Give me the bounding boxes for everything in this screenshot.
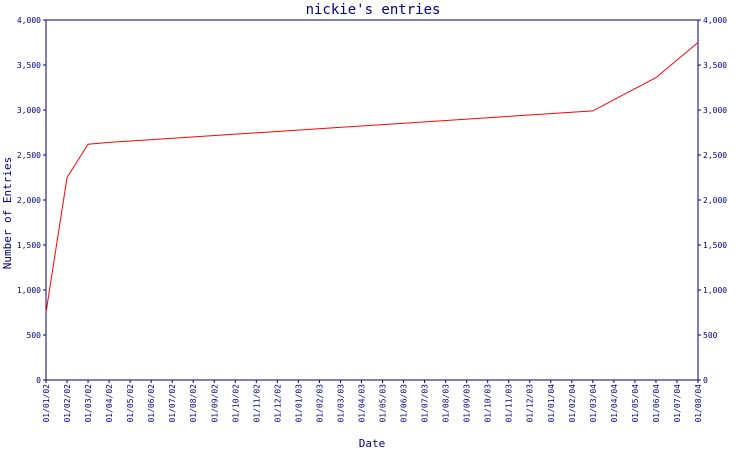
y-tick-label-right: 0	[703, 376, 708, 385]
y-tick-label-left: 3,500	[17, 61, 41, 70]
x-tick-label: 01/06/03	[400, 384, 409, 423]
y-axis-right: 0 500 1,000 1,500 2,000 2,500 3,000 3,500 4,000	[698, 16, 727, 385]
y-tick-label-left: 4,000	[17, 16, 41, 25]
x-tick-label: 01/08/02	[189, 384, 198, 423]
x-tick-label: 01/10/03	[484, 384, 493, 423]
y-tick-label-left: 0	[36, 376, 41, 385]
y-axis-left: 0 500 1,000 1,500 2,000 2,500 3,000 3,500 4,000	[17, 16, 46, 385]
x-tick-label: 01/07/04	[673, 384, 682, 423]
y-tick-label-left: 2,500	[17, 151, 41, 160]
x-tick-label: 01/03/04	[589, 384, 598, 423]
x-tick-label: 01/06/02	[147, 384, 156, 423]
x-tick-label: 01/11/02	[252, 384, 261, 423]
x-tick-label: 01/01/04	[547, 384, 556, 423]
chart-title: nickie's entries	[306, 2, 441, 18]
x-tick-label: 01/12/02	[273, 384, 282, 423]
y-tick-label-left: 2,000	[17, 196, 41, 205]
x-tick-label: 01/06/04	[652, 384, 661, 423]
y-tick-label-left: 1,000	[17, 286, 41, 295]
x-tick-label: 01/02/03	[315, 384, 324, 423]
x-tick-label: 01/08/03	[442, 384, 451, 423]
x-tick-label: 01/04/04	[610, 384, 619, 423]
y-tick-label-left: 500	[27, 331, 42, 340]
x-tick-label: 01/03/03	[336, 384, 345, 423]
x-axis: 01/01/02 01/02/02 01/03/02 01/04/02 01/05/02…	[42, 380, 703, 423]
x-tick-label: 01/01/02	[42, 384, 51, 423]
x-tick-label: 01/03/02	[84, 384, 93, 423]
x-tick-label: 01/04/02	[105, 384, 114, 423]
y-tick-label-right: 2,000	[703, 196, 727, 205]
x-tick-label: 01/05/03	[379, 384, 388, 423]
y-tick-label-left: 1,500	[17, 241, 41, 250]
y-tick-label-right: 3,500	[703, 61, 727, 70]
x-tick-label: 01/09/03	[463, 384, 472, 423]
y-tick-label-right: 1,000	[703, 286, 727, 295]
series-line	[45, 42, 699, 313]
x-tick-label: 01/07/03	[421, 384, 430, 423]
y-axis-title: Number of Entries	[1, 157, 14, 270]
y-tick-label-right: 1,500	[703, 241, 727, 250]
x-axis-title: Date	[359, 437, 386, 450]
x-tick-label: 01/09/02	[210, 384, 219, 423]
y-tick-label-right: 3,000	[703, 106, 727, 115]
series-layer	[45, 42, 699, 313]
y-tick-label-right: 2,500	[703, 151, 727, 160]
plot-frame	[45, 19, 699, 381]
x-tick-label: 01/05/04	[631, 384, 640, 423]
x-tick-label: 01/04/03	[357, 384, 366, 423]
x-tick-label: 01/10/02	[231, 384, 240, 423]
x-tick-label: 01/08/04	[694, 384, 703, 423]
x-tick-label: 01/02/04	[568, 384, 577, 423]
y-tick-label-left: 3,000	[17, 106, 41, 115]
x-tick-label: 01/12/03	[526, 384, 535, 423]
x-tick-label: 01/07/02	[168, 384, 177, 423]
x-tick-label: 01/11/03	[505, 384, 514, 423]
y-tick-label-right: 500	[703, 331, 718, 340]
x-tick-label: 01/05/02	[126, 384, 135, 423]
y-tick-label-right: 4,000	[703, 16, 727, 25]
x-tick-label: 01/02/02	[63, 384, 72, 423]
x-tick-label: 01/01/03	[294, 384, 303, 423]
